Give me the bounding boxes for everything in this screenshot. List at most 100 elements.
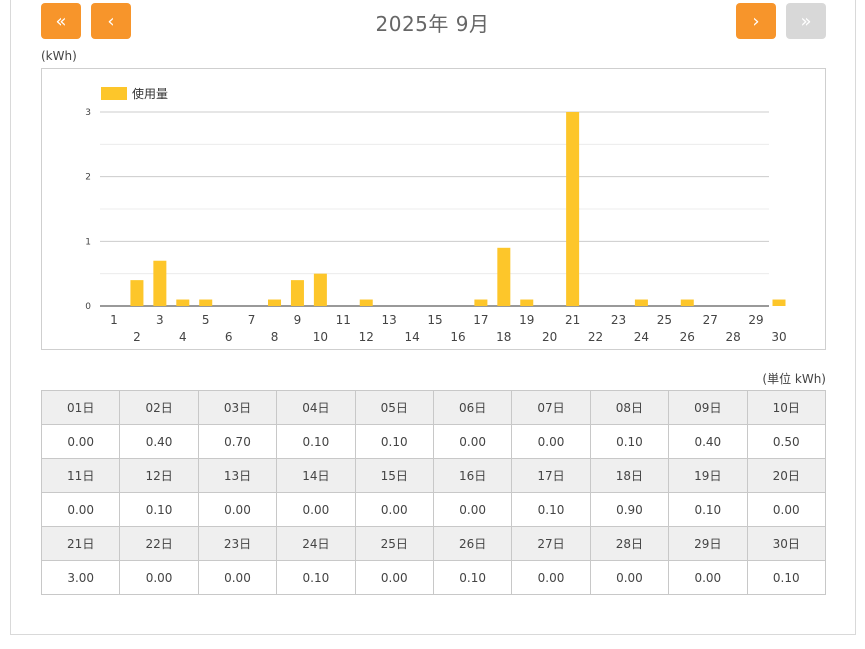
usage-value-cell: 0.00 xyxy=(511,424,591,459)
usage-bar xyxy=(634,299,648,306)
usage-bar xyxy=(772,299,786,306)
day-label-cell: 15日 xyxy=(354,458,434,493)
usage-value-cell: 0.10 xyxy=(432,560,513,595)
usage-value-cell: 0.10 xyxy=(276,560,356,595)
legend-swatch xyxy=(101,87,127,100)
x-tick-label: 1 xyxy=(110,313,118,327)
y-tick-label: 1 xyxy=(85,237,91,247)
day-label-cell: 19日 xyxy=(668,458,748,493)
usage-value-cell: 0.00 xyxy=(432,424,513,459)
x-tick-label: 4 xyxy=(179,330,187,344)
x-tick-label: 12 xyxy=(359,330,374,344)
usage-value-cell: 0.00 xyxy=(197,492,278,527)
usage-value-cell: 0.10 xyxy=(354,424,434,459)
usage-bar xyxy=(474,299,488,306)
x-tick-label: 15 xyxy=(427,313,442,327)
y-tick-label: 2 xyxy=(85,173,91,183)
table-header-row: 01日 02日 03日 04日 05日 06日 07日 08日 09日 10日 xyxy=(40,390,827,425)
day-label-cell: 24日 xyxy=(276,526,356,561)
day-label-cell: 02日 xyxy=(119,390,199,425)
usage-value-cell: 0.00 xyxy=(40,492,121,527)
x-tick-label: 9 xyxy=(294,313,302,327)
x-tick-label: 27 xyxy=(703,313,718,327)
previous-month-button[interactable]: ‹ xyxy=(91,3,131,39)
usage-bar xyxy=(130,280,144,306)
day-label-cell: 03日 xyxy=(197,390,278,425)
last-month-button: » xyxy=(786,3,826,39)
x-tick-label: 16 xyxy=(450,330,465,344)
usage-value-cell: 0.00 xyxy=(40,424,121,459)
day-label-cell: 29日 xyxy=(668,526,748,561)
day-label-cell: 16日 xyxy=(432,458,513,493)
usage-value-cell: 0.40 xyxy=(119,424,199,459)
x-tick-label: 13 xyxy=(382,313,397,327)
x-tick-label: 2 xyxy=(133,330,141,344)
day-label-cell: 01日 xyxy=(40,390,121,425)
day-label-cell: 23日 xyxy=(197,526,278,561)
x-tick-label: 20 xyxy=(542,330,557,344)
day-label-cell: 14日 xyxy=(276,458,356,493)
table-unit-label: (単位 kWh) xyxy=(762,372,826,386)
usage-bar xyxy=(176,299,190,306)
usage-value-cell: 0.00 xyxy=(276,492,356,527)
x-tick-label: 14 xyxy=(404,330,419,344)
day-label-cell: 27日 xyxy=(511,526,591,561)
usage-bar xyxy=(268,299,282,306)
x-tick-label: 25 xyxy=(657,313,672,327)
usage-value-cell: 0.00 xyxy=(354,560,434,595)
usage-value-cell: 0.10 xyxy=(511,492,591,527)
next-month-button[interactable]: › xyxy=(736,3,776,39)
day-label-cell: 22日 xyxy=(119,526,199,561)
x-tick-label: 6 xyxy=(225,330,233,344)
day-label-cell: 06日 xyxy=(432,390,513,425)
usage-value-cell: 0.40 xyxy=(668,424,748,459)
usage-bar-chart: 0123123456789101112131415161718192021222… xyxy=(85,86,786,344)
usage-bar xyxy=(520,299,534,306)
day-label-cell: 10日 xyxy=(746,390,827,425)
day-label-cell: 25日 xyxy=(354,526,434,561)
usage-chart: 0 1 2 3 1 2 3 4 5 6 7 8 9 10 11 12 13 14 15 16 17 18 19 20 21 22 2… xyxy=(41,68,826,350)
table-value-row: 0.00 0.10 0.00 0.00 0.00 0.00 0.10 0.90 0.10 0.00 xyxy=(40,492,827,527)
usage-value-cell: 0.00 xyxy=(511,560,591,595)
usage-value-cell: 0.00 xyxy=(668,560,748,595)
usage-bar xyxy=(290,280,304,306)
x-tick-label: 7 xyxy=(248,313,256,327)
usage-value-cell: 0.10 xyxy=(276,424,356,459)
x-tick-label: 5 xyxy=(202,313,210,327)
day-label-cell: 07日 xyxy=(511,390,591,425)
day-label-cell: 09日 xyxy=(668,390,748,425)
table-header-row: 21日 22日 23日 24日 25日 26日 27日 28日 29日 30日 xyxy=(40,526,827,561)
x-tick-label: 10 xyxy=(313,330,328,344)
chart-unit-label: (kWh) xyxy=(41,49,77,63)
usage-value-cell: 0.00 xyxy=(589,560,670,595)
usage-value-cell: 0.10 xyxy=(668,492,748,527)
daily-usage-table: 01日 02日 03日 04日 05日 06日 07日 08日 09日 10日 0.00 0.40 0.… xyxy=(40,390,827,595)
usage-value-cell: 0.90 xyxy=(589,492,670,527)
usage-value-cell: 0.00 xyxy=(119,560,199,595)
y-tick-label: 3 xyxy=(85,108,91,118)
usage-value-cell: 0.70 xyxy=(197,424,278,459)
legend-label: 使用量 xyxy=(132,86,168,101)
x-tick-label: 18 xyxy=(496,330,511,344)
day-label-cell: 05日 xyxy=(354,390,434,425)
usage-bar xyxy=(566,112,580,306)
day-label-cell: 28日 xyxy=(589,526,670,561)
x-tick-label: 30 xyxy=(771,330,786,344)
day-label-cell: 12日 xyxy=(119,458,199,493)
x-tick-label: 28 xyxy=(725,330,740,344)
first-month-button[interactable]: « xyxy=(41,3,81,39)
usage-bar xyxy=(153,260,167,306)
usage-bar xyxy=(313,273,327,306)
usage-value-cell: 0.10 xyxy=(589,424,670,459)
month-title: 2025年 9月 xyxy=(375,12,490,36)
x-tick-label: 21 xyxy=(565,313,580,327)
usage-value-cell: 0.10 xyxy=(746,560,827,595)
usage-bar xyxy=(359,299,373,306)
x-tick-label: 22 xyxy=(588,330,603,344)
usage-value-cell: 0.00 xyxy=(746,492,827,527)
day-label-cell: 26日 xyxy=(432,526,513,561)
x-tick-label: 8 xyxy=(271,330,279,344)
day-label-cell: 17日 xyxy=(511,458,591,493)
usage-value-cell: 0.00 xyxy=(432,492,513,527)
usage-bar xyxy=(680,299,694,306)
